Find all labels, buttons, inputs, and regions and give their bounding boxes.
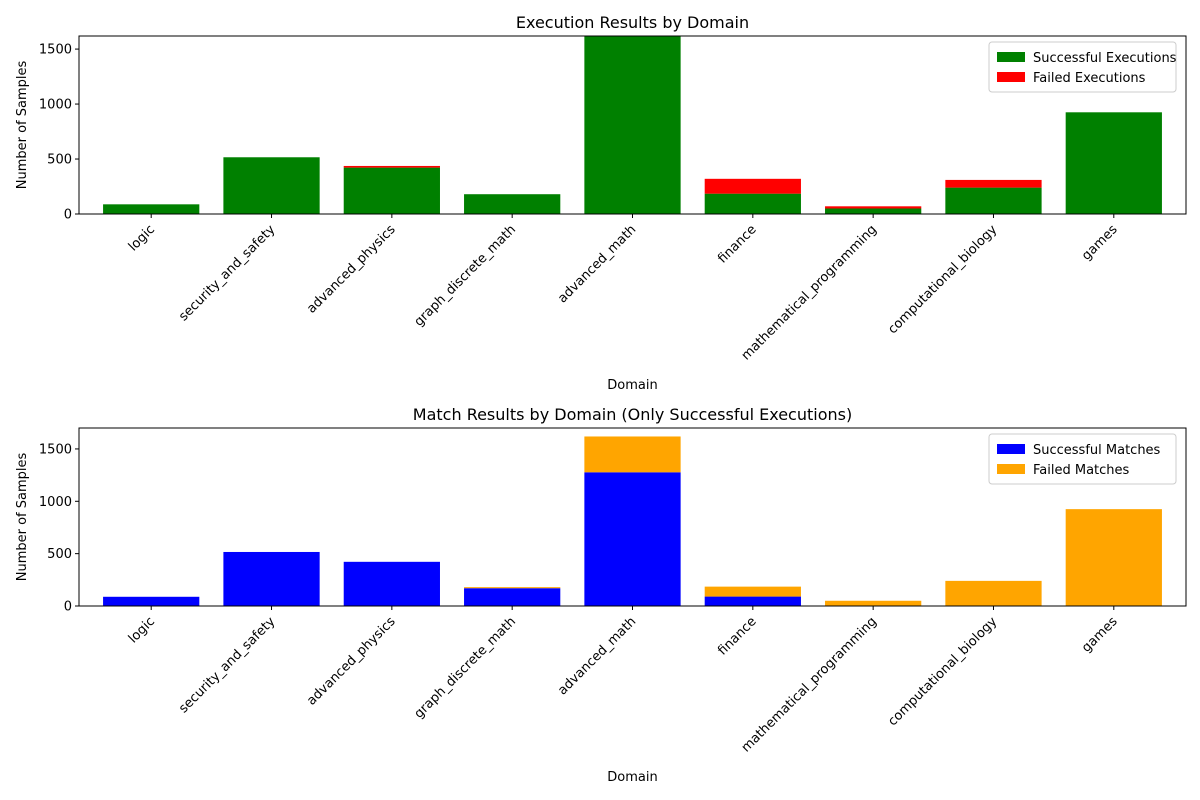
x-tick-label: finance <box>715 614 759 658</box>
bar-advanced_physics-failed <box>343 165 440 168</box>
legend-box <box>988 41 1177 93</box>
x-tick-label: logic <box>126 614 158 646</box>
legend-swatch <box>997 444 1025 454</box>
x-tick-label: computational_biology <box>885 614 1000 729</box>
legend-box <box>988 433 1177 485</box>
x-tick-label: advanced_physics <box>304 222 399 317</box>
bar-games-success <box>1065 112 1162 214</box>
x-tick-label: advanced_math <box>555 614 639 698</box>
bar-computational_biology-success <box>945 187 1042 214</box>
bar-mathematical_programming-failed <box>825 600 922 606</box>
y-axis-label: Number of Samples <box>15 453 30 582</box>
legend-swatch <box>997 52 1025 62</box>
x-tick-label: finance <box>715 222 759 266</box>
bar-finance-success <box>704 596 801 606</box>
x-axis-label: Domain <box>607 378 657 393</box>
legend-label: Successful Executions <box>1033 51 1177 66</box>
x-axis-label: Domain <box>607 770 657 785</box>
bar-advanced_math-failed <box>584 436 681 473</box>
bar-advanced_physics-success <box>343 167 440 214</box>
y-tick-label: 1000 <box>39 495 72 510</box>
bar-computational_biology-failed <box>945 580 1042 606</box>
y-tick-label: 500 <box>47 547 72 562</box>
bar-security_and_safety-success <box>223 157 320 214</box>
y-tick-label: 1500 <box>39 442 72 457</box>
bar-graph_discrete_math-success <box>464 194 561 214</box>
y-tick-label: 0 <box>64 208 72 223</box>
bar-advanced_math-success <box>584 36 681 214</box>
bar-graph_discrete_math-success <box>464 588 561 606</box>
x-tick-label: games <box>1079 614 1121 656</box>
y-axis-label: Number of Samples <box>15 61 30 190</box>
legend-swatch <box>997 72 1025 82</box>
bar-finance-failed <box>704 586 801 597</box>
chart-title: Match Results by Domain (Only Successful… <box>413 405 852 424</box>
y-tick-label: 500 <box>47 153 72 168</box>
chart-1: 0 500 1000 1500 logic security_and_safety adva… <box>15 13 1187 393</box>
x-tick-label: graph_discrete_math <box>412 222 519 329</box>
bar-finance-success <box>704 193 801 214</box>
chart-2: 0 500 1000 1500 logic security_and_safety adva… <box>15 405 1187 785</box>
bar-logic-success <box>103 204 200 214</box>
bar-finance-failed <box>704 178 801 194</box>
legend: Successful Matches Failed Matches <box>988 433 1177 485</box>
bar-mathematical_programming-failed <box>825 206 922 209</box>
bar-mathematical_programming-success <box>825 208 922 214</box>
x-tick-label: games <box>1079 222 1121 264</box>
x-tick-label: advanced_math <box>555 222 639 306</box>
legend-swatch <box>997 464 1025 474</box>
bar-advanced_physics-success <box>343 561 440 606</box>
y-tick-label: 1000 <box>39 98 72 113</box>
x-tick-label: security_and_safety <box>176 222 278 324</box>
bar-advanced_math-success <box>584 472 681 606</box>
x-tick-label: mathematical_programming <box>739 222 880 363</box>
x-tick-label: security_and_safety <box>176 614 278 716</box>
x-tick-label: computational_biology <box>885 222 1000 337</box>
bar-graph_discrete_math-failed <box>464 587 561 589</box>
x-tick-label: logic <box>126 222 158 254</box>
bar-computational_biology-failed <box>945 179 1042 188</box>
x-tick-label: advanced_physics <box>304 614 399 709</box>
bar-security_and_safety-success <box>223 551 320 606</box>
bar-games-failed <box>1065 509 1162 606</box>
y-tick-label: 0 <box>64 600 72 615</box>
legend-label: Failed Matches <box>1033 463 1130 478</box>
chart-title: Execution Results by Domain <box>516 13 749 32</box>
x-tick-label: mathematical_programming <box>739 614 880 755</box>
legend-label: Failed Executions <box>1033 71 1146 86</box>
legend: Successful Executions Failed Executions <box>988 41 1177 93</box>
bar-logic-success <box>103 596 200 606</box>
legend-label: Successful Matches <box>1033 443 1161 458</box>
x-tick-label: graph_discrete_math <box>412 614 519 721</box>
y-tick-label: 1500 <box>39 43 72 58</box>
